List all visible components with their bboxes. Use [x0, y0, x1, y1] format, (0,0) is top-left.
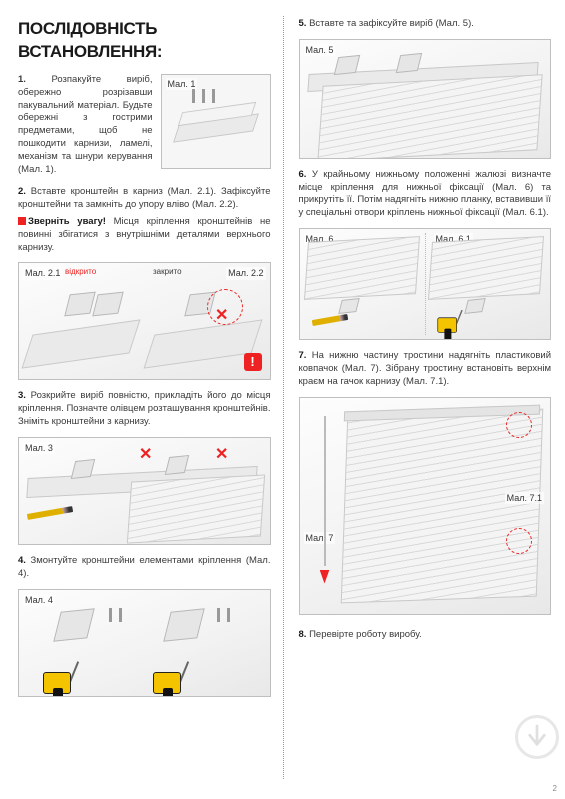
step-1: 1. Розпакуйте виріб, обережно розрізавши…: [18, 74, 271, 177]
step-6-text: 6. У крайньому нижньому положенні жалюзі…: [299, 169, 552, 220]
step-5-num: 5.: [299, 18, 307, 29]
drill-icon: [149, 658, 193, 697]
warning-icon: [18, 217, 26, 225]
x-mark-icon: ✕: [139, 444, 152, 466]
warn-label: Зверніть увагу!: [28, 216, 106, 227]
figure-4-label: Мал. 4: [23, 594, 55, 606]
watermark-icon: [515, 715, 559, 759]
figure-4: Мал. 4: [18, 589, 271, 697]
figure-22-label: Мал. 2.2: [226, 267, 265, 279]
step-8: 8. Перевірте роботу виробу.: [299, 629, 552, 642]
step-6-body: У крайньому нижньому положенні жалюзі ви…: [299, 169, 552, 218]
step-4-text: 4. Змонтуйте кронштейни елементами кріпл…: [18, 555, 271, 581]
step-8-body: Перевірте роботу виробу.: [309, 629, 422, 640]
step-8-num: 8.: [299, 629, 307, 640]
step-7-body: На нижню частину тростини надягніть плас…: [299, 350, 552, 387]
step-1-body: Розпакуйте виріб, обережно розрізавши па…: [18, 74, 153, 175]
open-label: відкрито: [65, 267, 96, 278]
figure-71-label: Мал. 7.1: [505, 492, 544, 504]
step-3-body: Розкрийте виріб повністю, прикладіть йог…: [18, 390, 271, 427]
exclamation-icon: !: [244, 353, 262, 371]
drill-icon: [434, 308, 465, 339]
step-3-num: 3.: [18, 390, 26, 401]
step-7-num: 7.: [299, 350, 307, 361]
figure-5-label: Мал. 5: [304, 44, 336, 56]
page-title: ПОСЛІДОВНІСТЬ ВСТАНОВЛЕННЯ:: [18, 18, 271, 64]
left-column: ПОСЛІДОВНІСТЬ ВСТАНОВЛЕННЯ: 1. Розпакуйт…: [18, 18, 285, 789]
step-2-num: 2.: [18, 186, 26, 197]
x-mark-icon: ✕: [215, 444, 228, 466]
x-mark-icon: ✕: [215, 305, 228, 327]
step-5-text: 5. Вставте та зафіксуйте виріб (Мал. 5).: [299, 18, 552, 31]
figure-7-label: Мал. 7: [304, 532, 336, 544]
step-8-text: 8. Перевірте роботу виробу.: [299, 629, 552, 642]
step-4-num: 4.: [18, 555, 26, 566]
closed-label: закрито: [153, 267, 182, 278]
figure-7: Мал. 7.1 Мал. 7: [299, 397, 552, 615]
step-2-warning: Зверніть увагу! Місця кріплення кронштей…: [18, 216, 271, 254]
figure-2: Мал. 2.1 відкрито закрито Мал. 2.2 ✕ !: [18, 262, 271, 380]
right-column: 5. Вставте та зафіксуйте виріб (Мал. 5).…: [285, 18, 552, 789]
figure-6: Мал. 6 Мал. 6.1: [299, 228, 552, 340]
step-4-body: Змонтуйте кронштейни елементами кріпленн…: [18, 555, 271, 579]
column-divider: [283, 16, 284, 779]
step-7-text: 7. На нижню частину тростини надягніть п…: [299, 350, 552, 388]
step-5-body: Вставте та зафіксуйте виріб (Мал. 5).: [309, 18, 474, 29]
step-1-text: 1. Розпакуйте виріб, обережно розрізавши…: [18, 74, 153, 177]
drill-icon: [39, 658, 83, 697]
step-3: 3. Розкрийте виріб повністю, прикладіть …: [18, 390, 271, 428]
figure-5: Мал. 5: [299, 39, 552, 159]
step-6-num: 6.: [299, 169, 307, 180]
step-2-text: 2. Вставте кронштейн в карниз (Мал. 2.1)…: [18, 186, 271, 212]
figure-1: Мал. 1: [161, 74, 271, 169]
figure-21-label: Мал. 2.1: [23, 267, 62, 279]
step-6: 6. У крайньому нижньому положенні жалюзі…: [299, 169, 552, 220]
step-2: 2. Вставте кронштейн в карниз (Мал. 2.1)…: [18, 186, 271, 254]
step-4: 4. Змонтуйте кронштейни елементами кріпл…: [18, 555, 271, 581]
figure-3: Мал. 3 ✕ ✕: [18, 437, 271, 545]
step-3-text: 3. Розкрийте виріб повністю, прикладіть …: [18, 390, 271, 428]
figure-3-label: Мал. 3: [23, 442, 55, 454]
step-7: 7. На нижню частину тростини надягніть п…: [299, 350, 552, 388]
step-5: 5. Вставте та зафіксуйте виріб (Мал. 5).: [299, 18, 552, 31]
page-number: 2: [553, 784, 557, 795]
step-1-num: 1.: [18, 74, 26, 85]
step-2-body: Вставте кронштейн в карниз (Мал. 2.1). З…: [18, 186, 271, 210]
